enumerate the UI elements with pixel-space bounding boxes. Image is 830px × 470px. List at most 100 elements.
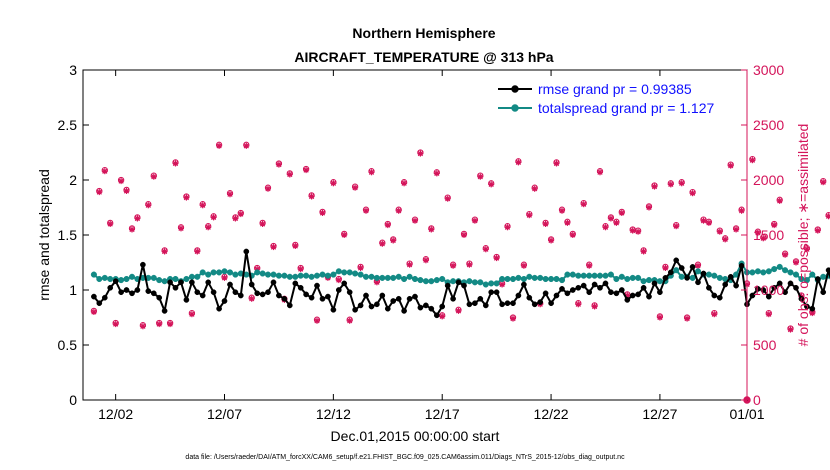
obs-assimilated-marker [183,194,190,201]
obs-assimilated-marker [471,217,478,224]
obs-assimilated-marker [275,161,282,168]
totalspread-point [281,272,288,279]
obs-assimilated-marker [303,167,310,174]
obs-assimilated-marker [504,224,511,231]
totalspread-point [297,272,304,279]
rmse-point [96,300,103,307]
rmse-point [330,306,337,313]
obs-assimilated-marker [629,227,636,234]
totalspread-point [526,273,533,280]
y-axis-right: 0 500 1000 1500 2000 2500 3000 [741,62,784,408]
obs-assimilated-marker [330,180,337,187]
rmse-point [613,290,620,297]
obs-assimilated-marker [412,217,418,224]
totalspread-point [232,271,239,278]
rmse-point [276,292,282,299]
rmse-point [531,301,538,308]
obs-assimilated-marker [178,225,184,232]
rmse-point [477,295,484,302]
rmse-point [134,287,141,293]
totalspread-point [613,275,620,283]
totalspread-point [629,274,636,281]
rmse-point [357,302,364,309]
totalspread-point [128,273,136,280]
totalspread-point [673,267,680,274]
obs-assimilated-marker [417,150,424,157]
obs-assimilated-marker [161,248,168,255]
rmse-point [308,294,315,301]
obs-assimilated-marker [129,226,135,233]
obs-assimilated-marker [194,248,201,255]
obs-assimilated-marker [297,266,304,273]
y-left-tick-label: 2 [69,172,77,188]
totalspread-point [542,275,549,283]
obs-assimilated-marker [139,323,146,330]
legend-entry-rmse: rmse grand pr = 0.99385 [538,81,692,97]
obs-assimilated-marker [548,237,555,244]
obs-assimilated-marker [597,169,603,176]
rmse-point [640,284,647,291]
rmse-point [227,281,233,288]
totalspread-point [373,274,380,281]
rmse-point [379,292,386,299]
rmse-point [178,279,184,286]
rmse-point [406,295,413,302]
totalspread-point [324,272,331,279]
y-axis-left-label: rmse and totalspread [36,169,52,301]
rmse-point [667,269,674,276]
rmse-point [118,289,124,296]
totalspread-point [596,272,604,279]
obs-assimilated-marker [145,202,152,209]
rmse-point [602,280,609,287]
rmse-point [390,298,397,304]
totalspread-point [482,281,489,288]
rmse-point [814,276,821,282]
obs-assimilated-marker [646,204,652,211]
obs-assimilated-marker [482,246,489,253]
totalspread-point [656,278,663,285]
obs-assimilated-marker [678,180,685,187]
rmse-point [809,305,816,312]
rmse-point [194,289,201,296]
rmse-point [716,294,723,301]
totalspread-point [194,273,201,280]
obs-assimilated-marker [466,261,473,268]
obs-assimilated-marker [520,262,527,269]
totalspread-point [221,268,228,275]
x-tick-label: 12/07 [207,406,242,422]
obs-assimilated-marker [188,311,195,318]
totalspread-point [390,274,397,281]
obs-assimilated-marker [428,226,435,233]
totalspread-point [313,272,321,279]
rmse-point [319,295,326,302]
totalspread-point [362,273,370,280]
obs-assimilated-marker [602,224,609,231]
totalspread-point [716,274,723,281]
obs-assimilated-marker [526,212,533,219]
obs-assimilated-marker [406,261,413,268]
totalspread-point [150,274,157,281]
totalspread-point [368,273,375,280]
obs-assimilated-marker [531,185,538,192]
obs-assimilated-marker [776,197,783,204]
rmse-point [689,264,696,270]
obs-assimilated-marker [167,321,174,328]
rmse-point [776,280,783,287]
obs-assimilated-marker [662,265,669,271]
rmse-point [216,305,222,312]
totalspread-point [428,278,435,285]
y-right-tick-label: 3000 [753,62,784,78]
obs-assimilated-marker [488,181,495,188]
obs-assimilated-marker [667,181,674,188]
rmse-point [254,290,261,297]
obs-assimilated-marker [618,210,625,216]
obs-assimilated-marker [760,235,767,242]
rmse-point [368,303,375,310]
rmse-point [303,291,309,298]
rmse-point [341,280,348,287]
obs-assimilated-marker [705,219,712,226]
rmse-point [286,302,293,309]
rmse-point [564,290,571,297]
rmse-point [597,284,603,291]
rmse-point [749,292,756,299]
